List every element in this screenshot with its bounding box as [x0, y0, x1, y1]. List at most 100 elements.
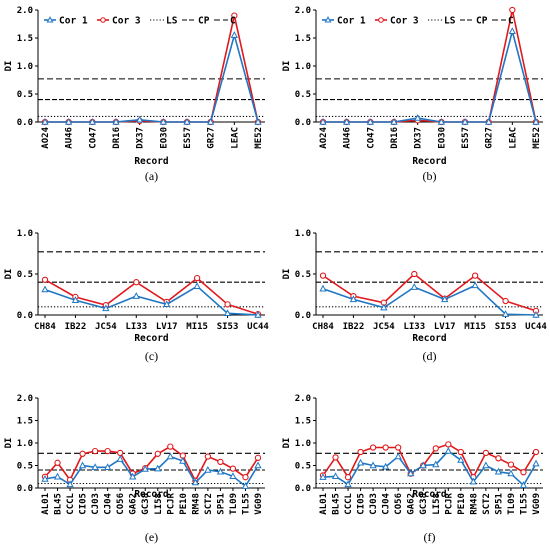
data-point	[159, 117, 167, 125]
data-point	[343, 117, 351, 125]
data-point	[41, 276, 49, 283]
data-point	[230, 31, 238, 38]
series-line-cor-3	[44, 277, 259, 315]
x-tick-label: GA62	[129, 493, 139, 515]
x-axis-label: Record	[412, 489, 447, 500]
y-tick-label: 1.0	[295, 62, 311, 72]
legend-label: LS	[166, 16, 178, 27]
data-point	[183, 117, 191, 125]
data-point	[509, 6, 516, 14]
y-tick-label: 0.5	[295, 90, 311, 100]
x-axis-label: Record	[134, 489, 169, 500]
data-point	[437, 117, 445, 125]
x-tick-label: IB22	[65, 322, 87, 332]
data-point	[65, 117, 73, 125]
data-point	[356, 458, 365, 466]
data-point	[204, 465, 212, 473]
x-tick-label: GC38	[419, 493, 429, 515]
data-point	[469, 477, 477, 485]
y-axis-label: DI	[282, 438, 292, 449]
x-tick-label: CO47	[366, 127, 376, 149]
data-point	[117, 449, 124, 457]
data-point	[41, 285, 49, 293]
x-tick-label: JC54	[95, 322, 117, 332]
y-tick-label: 2.0	[295, 6, 311, 16]
data-point	[223, 309, 232, 317]
x-tick-label: TL09	[507, 493, 517, 515]
data-point	[91, 447, 99, 455]
data-point	[411, 270, 418, 278]
data-point	[471, 281, 479, 289]
data-point	[79, 450, 86, 457]
data-point	[419, 461, 427, 469]
panel-caption: (e)	[145, 530, 158, 544]
data-point	[395, 444, 402, 451]
data-point	[494, 467, 503, 475]
legend-label: CP	[198, 16, 210, 27]
data-point	[193, 274, 201, 282]
y-tick-label: 0.5	[17, 90, 33, 100]
x-tick-label: LEAC	[508, 127, 518, 149]
x-tick-label: DX37	[414, 127, 424, 149]
data-point	[332, 454, 339, 461]
data-point	[444, 447, 452, 454]
data-point	[357, 448, 364, 456]
y-tick-label: 1.0	[17, 229, 33, 239]
x-tick-label: JC54	[373, 322, 395, 332]
data-point	[410, 283, 418, 290]
x-tick-label: CI05	[79, 493, 89, 515]
data-point	[507, 461, 515, 468]
data-point	[217, 458, 224, 466]
x-tick-label: CH84	[312, 322, 334, 332]
data-point	[91, 463, 99, 470]
data-point	[461, 117, 469, 125]
x-tick-label: AL01	[41, 493, 51, 515]
data-point	[216, 467, 225, 475]
y-tick-label: 1.0	[295, 229, 311, 239]
x-tick-label: CH84	[34, 322, 56, 332]
x-tick-label: DR16	[390, 127, 400, 149]
y-tick-label: 2.0	[17, 394, 33, 404]
x-tick-label: DX37	[136, 127, 146, 149]
x-tick-label: CJ03	[91, 493, 101, 515]
y-tick-label: 0.5	[17, 270, 33, 280]
data-point	[102, 304, 110, 312]
x-tick-label: SI53	[217, 322, 239, 332]
data-point	[369, 461, 377, 469]
data-point	[349, 295, 358, 303]
data-point	[254, 310, 262, 318]
y-tick-label: 1.5	[17, 34, 33, 44]
data-point	[41, 474, 49, 482]
x-tick-label: ME52	[254, 127, 264, 149]
data-point	[482, 449, 490, 457]
x-tick-label: PCJR	[444, 492, 454, 514]
x-tick-label: SCT2	[482, 493, 492, 515]
x-tick-label: TL09	[229, 493, 239, 515]
x-tick-label: ES57	[461, 127, 471, 149]
y-tick-label: 0.0	[295, 311, 311, 321]
x-tick-label: CJ04	[382, 492, 392, 514]
x-tick-label: CO47	[88, 127, 98, 149]
data-point	[229, 472, 237, 479]
x-tick-label: EO30	[437, 127, 447, 149]
x-tick-label: CJ04	[104, 492, 114, 514]
legend-marker	[100, 17, 106, 23]
y-tick-label: 1.0	[17, 62, 33, 72]
x-tick-label: LV17	[434, 322, 456, 332]
data-point	[254, 117, 262, 125]
data-point	[78, 461, 87, 469]
x-tick-label: VG09	[254, 493, 264, 515]
chart-panel-f: 0.0 0.5 1.0 1.5 2.0 DI AL01 BL45 CCCL CI05 CJ03 CJ0…	[282, 394, 543, 544]
x-tick-label: IB22	[343, 322, 365, 332]
data-point	[532, 310, 540, 318]
data-point	[508, 27, 516, 34]
legend-label: C	[508, 16, 514, 27]
data-point	[231, 12, 238, 19]
x-tick-label: PCJR	[166, 492, 176, 514]
data-point	[319, 284, 327, 292]
data-point	[242, 474, 249, 481]
x-tick-label: AO24	[319, 126, 329, 148]
chart-panel-a: 0.0 0.5 1.0 1.5 2.0 DI AO24 AU46 CO47 DR16 DX37 EO3…	[4, 6, 265, 183]
y-tick-label: 0.5	[17, 462, 33, 472]
data-point	[141, 465, 149, 472]
